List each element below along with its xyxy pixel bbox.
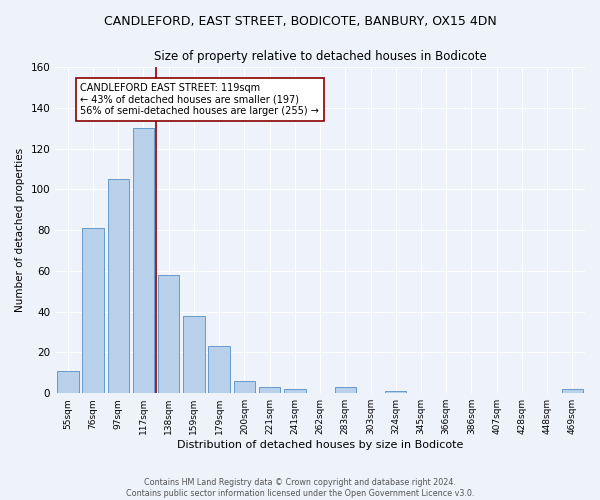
Bar (82, 228, 104, 393)
Bar (284, 389, 305, 393)
Bar (208, 346, 230, 393)
Bar (183, 316, 205, 393)
Bar (57, 371, 79, 393)
X-axis label: Distribution of detached houses by size in Bodicote: Distribution of detached houses by size … (177, 440, 463, 450)
Bar (107, 179, 129, 393)
Bar (133, 128, 154, 393)
Bar (233, 381, 255, 393)
Bar (385, 391, 406, 393)
Bar (335, 387, 356, 393)
Title: Size of property relative to detached houses in Bodicote: Size of property relative to detached ho… (154, 50, 487, 63)
Text: CANDLEFORD EAST STREET: 119sqm
← 43% of detached houses are smaller (197)
56% of: CANDLEFORD EAST STREET: 119sqm ← 43% of … (80, 84, 319, 116)
Bar (158, 275, 179, 393)
Y-axis label: Number of detached properties: Number of detached properties (15, 148, 25, 312)
Text: Contains HM Land Registry data © Crown copyright and database right 2024.
Contai: Contains HM Land Registry data © Crown c… (126, 478, 474, 498)
Bar (562, 389, 583, 393)
Text: CANDLEFORD, EAST STREET, BODICOTE, BANBURY, OX15 4DN: CANDLEFORD, EAST STREET, BODICOTE, BANBU… (104, 15, 496, 28)
Bar (259, 387, 280, 393)
